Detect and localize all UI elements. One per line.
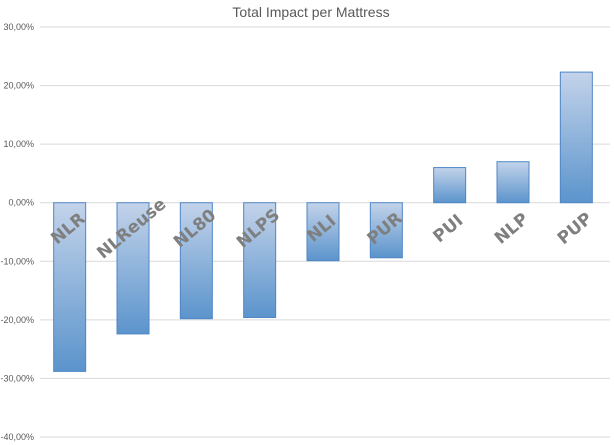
bar-nli — [306, 202, 340, 262]
bar-nlreuse — [116, 202, 150, 335]
y-tick-label: 30,00% — [3, 22, 34, 32]
y-tick-label: -30,00% — [0, 373, 34, 383]
bar-pup — [559, 71, 593, 204]
category-label-pui: PUI — [430, 211, 468, 247]
bar-pui — [433, 167, 467, 204]
bar-nl80 — [179, 202, 213, 320]
bar-nlr — [53, 202, 87, 372]
chart-title: Total Impact per Mattress — [232, 4, 389, 20]
y-tick-label: 0,00% — [8, 198, 34, 208]
y-tick-label: -10,00% — [0, 256, 34, 266]
category-label-nlp: NLP — [491, 209, 533, 248]
y-tick-label: 10,00% — [3, 139, 34, 149]
category-label-pup: PUP — [554, 209, 597, 249]
bar-nlps — [243, 202, 277, 319]
bar-pur — [369, 202, 403, 259]
y-tick-label: -20,00% — [0, 315, 34, 325]
bars — [53, 71, 593, 372]
y-tick-label: -40,00% — [0, 432, 34, 442]
y-tick-label: 20,00% — [3, 81, 34, 91]
bar-nlp — [496, 161, 530, 204]
y-axis-tick-labels: 30,00% 20,00% 10,00% 0,00% -10,00% -20,00% -30… — [0, 22, 34, 442]
